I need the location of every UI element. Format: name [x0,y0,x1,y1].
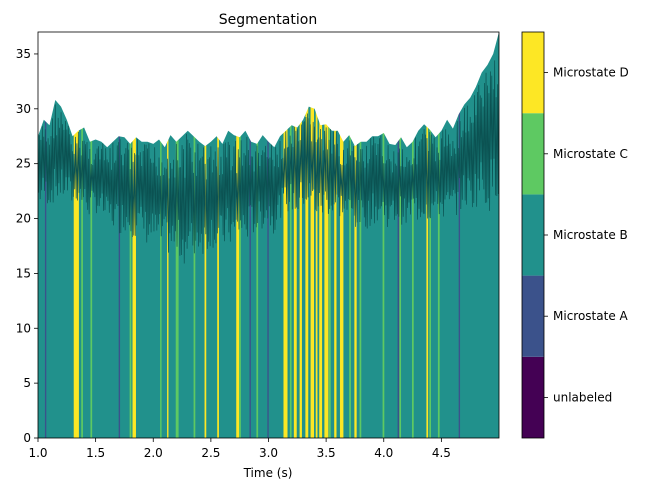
segment-0 [44,32,47,438]
segment-25 [319,32,323,438]
segment-30 [349,32,351,438]
segment-20 [293,32,297,438]
segment-40 [458,32,461,438]
signal-line [38,56,499,264]
signal-upper-mask [38,32,499,148]
segment-4 [118,32,121,438]
segment-28 [334,32,337,438]
segment-35 [399,32,402,438]
x-tick-label: 2.0 [144,446,163,460]
x-axis: 1.0 1.5 2.0 2.5 3.0 3.5 4.0 4.5 [28,438,451,460]
segment-27 [329,32,331,438]
colorbar-swatch [522,356,544,438]
x-tick-label: 3.5 [317,446,336,460]
y-tick-label: 25 [16,157,31,171]
segment-15 [249,32,251,438]
segment-16 [256,32,259,438]
segment-17 [267,32,269,438]
colorbar-swatch [522,113,544,195]
colorbar: unlabeled Microstate A Microstate B Microst… [521,31,629,439]
colorbar-label: Microstate D [553,66,629,80]
segment-6 [132,32,136,438]
segment-32 [359,32,362,438]
segment-14 [239,32,241,438]
x-tick-label: 3.0 [259,446,278,460]
segment-31 [354,32,357,438]
colorbar-label: Microstate A [553,309,629,323]
colorbar-label: unlabeled [553,390,612,404]
segment-1 [73,32,79,438]
segment-24 [315,32,318,438]
x-tick-label: 2.5 [201,446,220,460]
segment-18 [283,32,288,438]
segment-13 [236,32,240,438]
segment-21 [299,32,302,438]
segment-39 [437,32,440,438]
x-tick-label: 4.0 [374,446,393,460]
segment-23 [310,32,315,438]
y-tick-label: 20 [16,212,31,226]
segment-34 [397,32,400,438]
y-tick-label: 15 [16,266,31,280]
segment-37 [426,32,429,438]
x-tick-label: 4.5 [432,446,451,460]
y-tick-label: 30 [16,102,31,116]
segment-29 [339,32,344,438]
colorbar-label: Microstate B [553,228,628,242]
colorbar-swatch [522,275,544,357]
segment-8 [167,32,169,438]
x-tick-label: 1.5 [86,446,105,460]
y-tick-label: 35 [16,47,31,61]
chart-title: Segmentation [219,12,317,28]
y-tick-label: 5 [23,376,31,390]
segment-33 [382,32,385,438]
segment-3 [90,32,93,438]
segment-22 [305,32,309,438]
colorbar-frame [521,31,545,439]
segment-36 [411,32,414,438]
segment-2 [81,32,83,438]
segment-12 [217,32,219,438]
colorbar-swatch [522,194,544,276]
segment-38 [429,32,432,438]
y-tick-label: 10 [16,321,31,335]
segment-11 [204,32,207,438]
signal-layer [38,32,499,264]
y-axis: 0 5 10 15 20 25 30 35 [16,47,38,445]
segment-19 [289,32,292,438]
colorbar-swatch [522,32,544,114]
segment-5 [129,32,132,438]
segment-26 [324,32,329,438]
x-axis-label: Time (s) [243,466,293,480]
x-tick-label: 1.0 [28,446,47,460]
plot-area [38,32,499,438]
y-tick-label: 0 [23,431,31,445]
colorbar-label: Microstate C [553,147,628,161]
